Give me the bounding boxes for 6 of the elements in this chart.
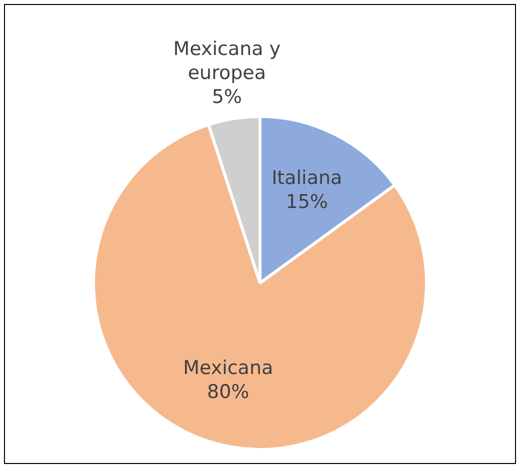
slice-label: Italiana [272,166,342,189]
slice-label: Mexicana y europea [173,38,281,84]
slice-label: Mexicana [183,357,274,380]
data-label: 80% [206,381,250,404]
data-label: 5% [212,86,242,108]
data-label: 15% [286,190,328,213]
